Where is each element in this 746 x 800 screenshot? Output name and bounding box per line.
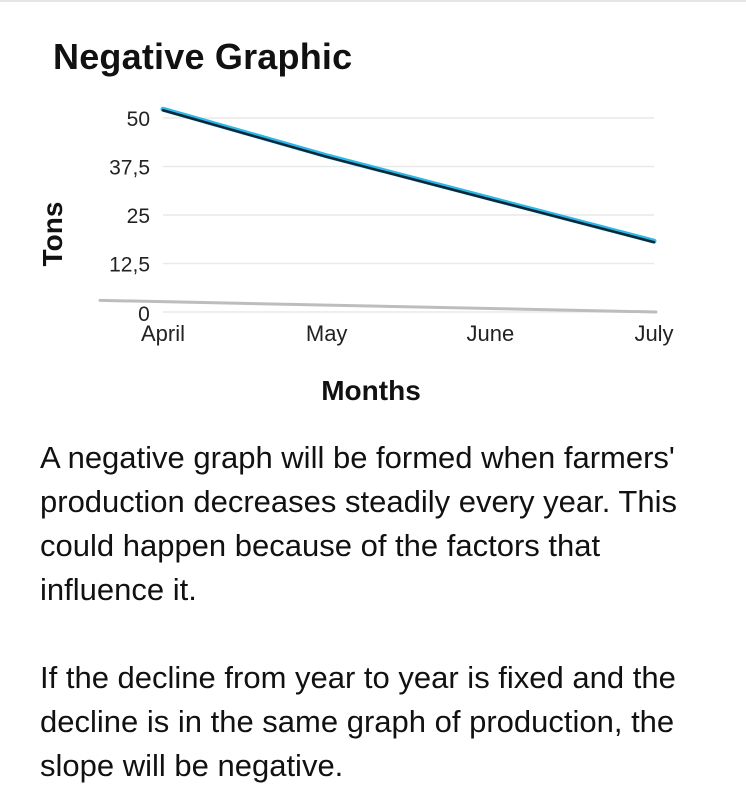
y-tick-label: 25	[127, 205, 150, 228]
y-tick-labels: 0 12,5 25 37,5 50	[109, 108, 150, 326]
x-tick-label: April	[141, 321, 185, 346]
series-lines	[160, 106, 657, 244]
baseline-line	[98, 298, 658, 314]
x-tick-label: May	[306, 321, 348, 346]
y-tick-label: 37,5	[109, 157, 150, 180]
description-paragraph-1: A negative graph will be formed when far…	[40, 440, 677, 607]
series-line	[161, 108, 656, 244]
chart-title: Negative Graphic	[53, 36, 353, 77]
description-paragraph-2: If the decline from year to year is fixe…	[40, 660, 676, 783]
y-tick-label: 12,5	[109, 254, 150, 277]
grid-lines	[163, 117, 654, 313]
y-tick-label: 50	[127, 108, 150, 131]
line-chart: 0 12,5 25 37,5 50 April May June July Tons Mont…	[37, 106, 674, 406]
y-axis-label: Tons	[37, 202, 68, 267]
baseline	[98, 298, 658, 314]
x-axis-label: Months	[321, 375, 421, 406]
top-divider	[0, 0, 746, 2]
x-tick-labels: April May June July	[141, 321, 674, 346]
series-highlight	[160, 106, 657, 244]
x-tick-label: July	[634, 321, 673, 346]
y-tick-label: 0	[138, 303, 150, 326]
x-tick-label: June	[466, 321, 514, 346]
